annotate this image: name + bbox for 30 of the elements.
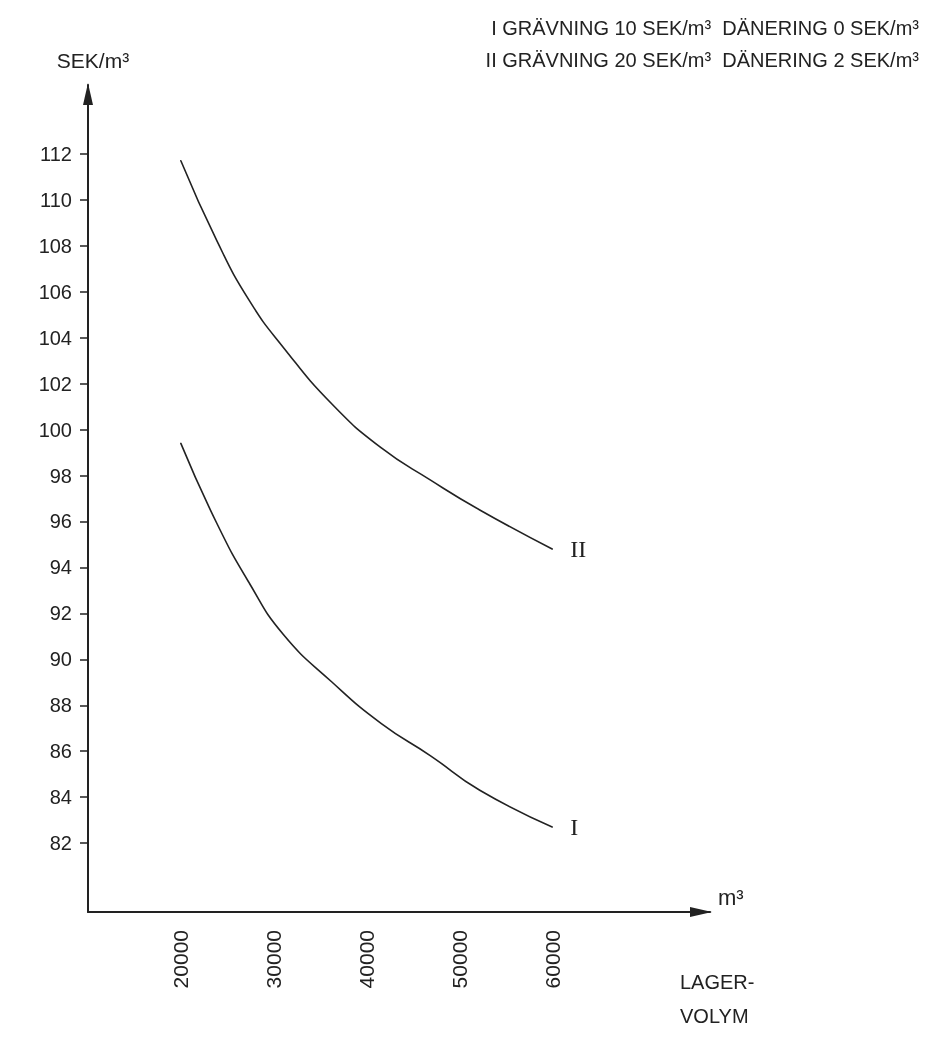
y-tick-label: 112 (40, 142, 72, 165)
x-tick-label: 60000 (540, 930, 564, 989)
text: LAGER-VOLYM (680, 971, 755, 1027)
x-tick-label: 20000 (169, 930, 193, 989)
text: I GRÄVNING 10 SEK/m³ DÄNERING 0 SEK/m³ (491, 17, 920, 39)
x-tick-label: 30000 (262, 930, 286, 989)
y-tick-label: 88 (49, 694, 72, 717)
y-tick-label: 104 (38, 326, 72, 349)
x-tick-label: 50000 (447, 930, 471, 989)
y-tick-label: 82 (49, 832, 72, 855)
series-label: II (570, 536, 587, 563)
y-tick-label: 84 (49, 786, 72, 809)
y-tick-label: 86 (49, 740, 72, 763)
y-tick-label: 90 (49, 648, 72, 671)
text: II GRÄVNING 20 SEK/m³ DÄNERING 2 SEK/m³ (485, 49, 920, 71)
x-tick-label: 40000 (355, 930, 379, 989)
y-tick-label: 106 (38, 280, 72, 303)
y-axis-title: SEK/m³ (56, 49, 130, 72)
y-tick-label: 96 (49, 510, 72, 533)
y-tick-label: 94 (49, 556, 72, 579)
y-tick-label: 100 (38, 418, 72, 441)
y-tick-label: 92 (49, 602, 72, 625)
line-series (180, 442, 553, 828)
line-series (180, 160, 553, 550)
x-axis-title: m³ (718, 884, 744, 910)
y-tick-label: 98 (49, 464, 72, 487)
y-tick-label: 108 (38, 234, 72, 257)
y-tick-label: 110 (40, 188, 72, 211)
y-tick-label: 102 (38, 372, 72, 395)
series-label: I (570, 814, 579, 840)
